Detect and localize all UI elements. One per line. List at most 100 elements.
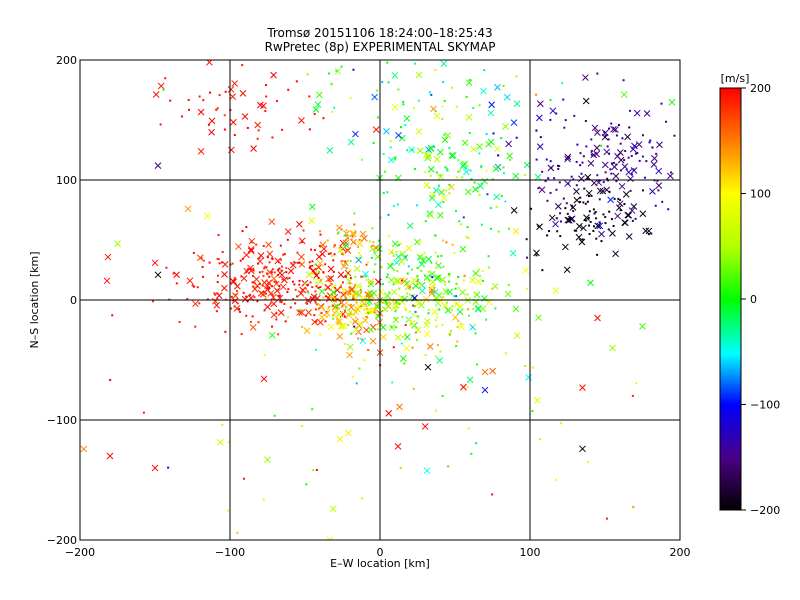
data-point-dot	[273, 280, 276, 283]
data-point-dot	[489, 227, 492, 230]
data-point-cross	[437, 211, 444, 219]
data-point-cross	[298, 237, 306, 245]
data-point-cross	[428, 194, 436, 202]
data-point-cross	[230, 278, 238, 286]
data-point-dot	[349, 303, 352, 306]
data-point-dot	[406, 292, 409, 295]
data-point-dot	[257, 262, 260, 265]
data-point-dot	[399, 467, 402, 470]
data-point-dot	[566, 212, 569, 215]
data-point-dot	[590, 149, 593, 152]
data-point-dot	[392, 254, 395, 257]
data-point-cross	[316, 278, 324, 285]
data-point-dot	[478, 274, 481, 277]
grid-lines	[80, 60, 680, 540]
data-point-dot	[478, 193, 481, 196]
data-point-cross	[254, 121, 262, 129]
data-point-cross	[208, 128, 215, 136]
data-point-cross	[298, 253, 305, 261]
data-point-dot	[306, 73, 309, 76]
data-point-dot	[264, 84, 267, 87]
data-point-cross	[260, 375, 268, 383]
data-point-dot	[416, 204, 419, 207]
data-point-dot	[376, 116, 379, 119]
data-point-dot	[313, 248, 316, 251]
data-point-cross	[347, 138, 355, 146]
data-point-dot	[325, 315, 328, 318]
data-point-dot	[187, 99, 190, 102]
data-point-cross	[390, 304, 398, 312]
data-point-dot	[673, 134, 676, 137]
data-point-cross	[428, 289, 436, 297]
data-point-cross	[325, 275, 332, 283]
data-point-cross	[204, 212, 211, 220]
data-point-dot	[590, 153, 593, 156]
data-point-dot	[546, 199, 549, 202]
data-point-cross	[221, 284, 228, 292]
data-point-dot	[396, 270, 399, 273]
data-point-cross	[318, 313, 326, 321]
data-point-cross	[247, 246, 255, 253]
data-point-cross	[327, 265, 335, 273]
data-point-dot	[435, 259, 438, 262]
data-point-dot	[608, 210, 611, 213]
data-point-dot	[491, 178, 494, 181]
data-point-dot	[216, 107, 219, 110]
data-point-cross	[609, 229, 616, 237]
data-point-dot	[318, 270, 321, 273]
data-point-dot	[268, 275, 271, 278]
data-point-cross	[337, 271, 345, 279]
data-point-dot	[572, 178, 575, 181]
data-point-dot	[641, 134, 644, 137]
data-point-cross	[668, 98, 676, 106]
data-point-cross	[280, 276, 288, 284]
data-point-dot	[378, 303, 381, 306]
data-point-cross	[377, 288, 385, 296]
data-point-dot	[602, 181, 605, 184]
data-point-cross	[620, 91, 628, 98]
data-point-dot	[651, 146, 654, 149]
data-point-dot	[354, 231, 357, 234]
data-point-cross	[423, 330, 431, 338]
data-point-dot	[595, 237, 598, 240]
data-point-cross	[392, 316, 400, 324]
data-point-dot	[333, 106, 336, 109]
data-point-cross	[395, 131, 402, 139]
data-point-dot	[341, 281, 344, 284]
data-point-dot	[332, 259, 335, 262]
data-point-cross	[353, 290, 360, 298]
data-point-cross	[656, 141, 663, 149]
data-point-dot	[546, 234, 549, 237]
data-point-cross	[354, 306, 361, 313]
data-point-dot	[393, 268, 396, 271]
data-point-cross	[649, 188, 656, 195]
data-point-dot	[420, 284, 423, 287]
data-point-dot	[396, 306, 399, 309]
data-point-dot	[442, 201, 445, 204]
data-point-dot	[328, 305, 331, 308]
data-point-dot	[349, 269, 352, 272]
data-point-dot	[550, 166, 553, 169]
data-point-cross	[480, 87, 487, 95]
data-point-cross	[585, 189, 593, 197]
data-point-dot	[381, 81, 384, 84]
data-point-dot	[442, 81, 445, 84]
data-point-dot	[407, 318, 410, 321]
data-point-dot	[462, 279, 465, 282]
data-point-cross	[510, 207, 518, 214]
data-point-dot	[411, 149, 414, 152]
data-point-dot	[412, 304, 415, 307]
data-point-dot	[446, 168, 449, 171]
data-point-dot	[396, 203, 399, 206]
data-point-dot	[319, 233, 322, 236]
data-point-cross	[568, 215, 575, 223]
data-point-dot	[657, 189, 660, 192]
data-point-dot	[636, 151, 639, 154]
data-point-cross	[451, 314, 459, 321]
data-point-cross	[394, 443, 402, 450]
data-point-cross	[329, 293, 337, 300]
data-point-cross	[395, 253, 402, 261]
data-point-dot	[481, 269, 484, 272]
data-point-cross	[305, 309, 312, 316]
data-point-cross	[621, 163, 629, 171]
